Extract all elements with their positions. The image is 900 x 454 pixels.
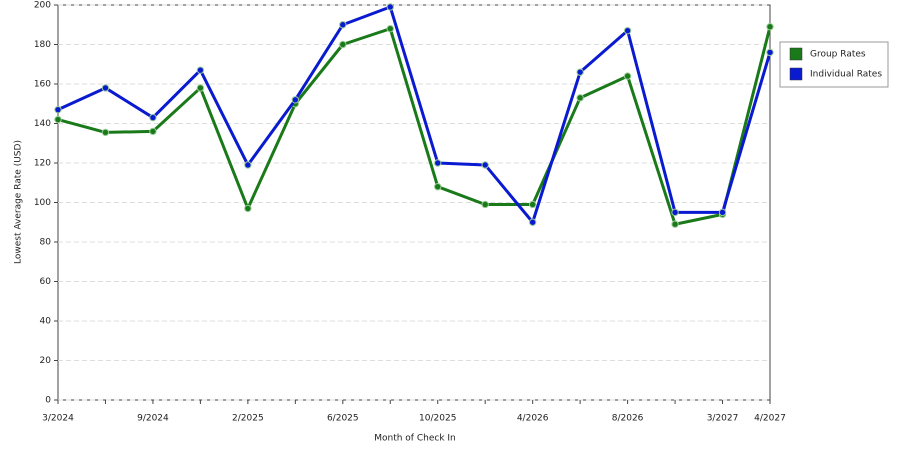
y-tick-label: 20: [40, 356, 52, 366]
data-point: [481, 161, 489, 169]
data-point: [339, 40, 347, 49]
y-tick-label: 100: [34, 198, 51, 208]
data-point: [766, 23, 774, 31]
data-point: [528, 218, 537, 226]
data-point: [671, 208, 679, 217]
series-line: [57, 5, 772, 224]
x-tick-label: 9/2024: [137, 414, 169, 424]
data-point: [54, 105, 62, 114]
x-tick-label: 6/2025: [327, 414, 359, 424]
data-point: [766, 48, 774, 57]
x-tick-label: 2/2025: [232, 414, 264, 424]
data-point: [718, 208, 727, 217]
y-tick-label: 60: [40, 277, 52, 287]
data-point: [244, 204, 252, 213]
y-tick-label: 180: [34, 40, 51, 50]
data-point: [101, 128, 110, 137]
x-tick-label: 4/2027: [754, 414, 786, 424]
data-point: [386, 25, 394, 33]
x-tick-label: 4/2026: [517, 414, 549, 424]
data-point: [339, 21, 347, 29]
legend-swatch: [789, 47, 803, 61]
y-axis-label: Lowest Average Rate (USD): [14, 140, 24, 264]
data-point: [101, 84, 110, 92]
data-point: [149, 127, 157, 136]
data-point: [576, 94, 584, 102]
data-point: [149, 113, 157, 122]
x-axis-label: Month of Check In: [374, 434, 456, 444]
data-point: [386, 3, 394, 11]
data-point: [434, 183, 442, 191]
data-point: [54, 115, 62, 124]
data-point: [196, 84, 205, 92]
legend-swatch: [789, 67, 803, 81]
data-point: [196, 66, 205, 74]
x-tick-label: 3/2024: [42, 414, 74, 424]
data-point: [434, 159, 442, 167]
x-tick-label: 8/2026: [612, 414, 644, 424]
legend-label: Individual Rates: [810, 70, 882, 80]
y-tick-label: 160: [34, 80, 51, 90]
data-point: [244, 161, 252, 169]
data-point: [623, 72, 632, 80]
x-tick-label: 10/2025: [419, 414, 456, 424]
y-tick-label: 0: [45, 396, 51, 406]
y-tick-label: 120: [34, 159, 51, 169]
data-point: [671, 220, 679, 228]
data-point: [623, 26, 632, 35]
data-point: [528, 200, 537, 209]
y-tick-label: 200: [34, 1, 51, 11]
series-line: [57, 26, 772, 226]
data-point: [291, 96, 300, 104]
y-tick-label: 80: [40, 238, 52, 248]
y-tick-label: 140: [34, 119, 51, 129]
legend-label: Group Rates: [810, 50, 866, 60]
y-tick-label: 40: [40, 317, 52, 327]
data-point: [481, 200, 489, 209]
x-tick-label: 3/2027: [707, 414, 739, 424]
data-point: [576, 68, 584, 76]
